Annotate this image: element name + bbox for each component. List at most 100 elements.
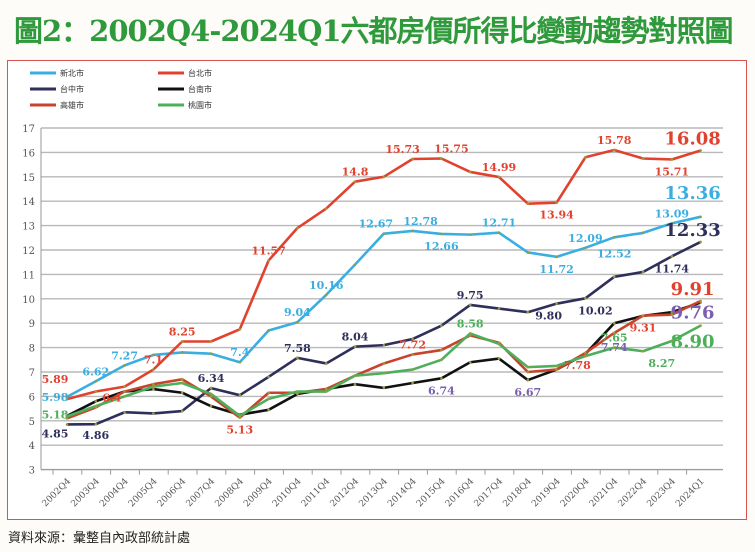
data-point (641, 314, 645, 317)
chart-frame: 3 4 5 6 7 8 9 10 11 12 13 14 15 16 17 2002Q4 2003Q4 2004Q… (7, 60, 747, 520)
data-point (65, 395, 69, 399)
data-point (152, 368, 155, 371)
data-point (152, 382, 155, 386)
data-point (382, 371, 386, 375)
data-point (238, 414, 242, 418)
data-point (65, 415, 69, 418)
data-label: 6.34 (198, 372, 225, 385)
y-tick-label: 15 (22, 173, 35, 184)
y-tick-label: 17 (22, 124, 35, 135)
data-label: 7.1 (144, 354, 163, 367)
data-label: 13.94 (539, 209, 574, 222)
data-point (65, 417, 69, 420)
x-tick-label: 2003Q4 (69, 476, 102, 509)
data-point (497, 307, 501, 310)
data-point (152, 412, 155, 415)
x-tick-label: 2014Q4 (386, 476, 419, 509)
x-tick-label: 2017Q4 (473, 476, 506, 509)
data-point (526, 365, 530, 369)
data-point (699, 299, 702, 303)
x-tick-label: 2004Q4 (98, 476, 131, 509)
data-point (94, 404, 98, 408)
y-tick-label: 4 (29, 441, 35, 452)
y-tick-label: 3 (29, 466, 35, 477)
data-point (209, 352, 213, 356)
data-point (526, 202, 530, 205)
data-point (238, 360, 242, 364)
data-point (382, 343, 386, 347)
data-point (641, 349, 645, 353)
data-label: 7.74 (601, 341, 628, 354)
series-1 (65, 148, 702, 401)
y-tick-label: 5 (29, 417, 35, 428)
data-label: 5.98 (42, 391, 69, 404)
data-point (382, 386, 386, 390)
y-tick-label: 13 (22, 222, 35, 233)
data-point (180, 391, 184, 395)
data-point (411, 229, 414, 233)
data-label: 5.13 (226, 424, 253, 437)
x-tick-label: 2011Q4 (300, 476, 333, 509)
data-point (209, 392, 213, 396)
data-point (94, 379, 98, 383)
data-point (670, 310, 674, 314)
data-point (123, 364, 126, 367)
data-label: 7.78 (564, 359, 591, 372)
data-label: 13.36 (664, 183, 720, 204)
data-label: 14.99 (482, 161, 516, 174)
y-tick-label: 6 (29, 392, 35, 403)
data-point (584, 297, 587, 300)
data-label: 12.78 (403, 215, 438, 228)
x-tick-label: 2016Q4 (444, 476, 477, 509)
data-point (353, 345, 357, 348)
data-point (296, 320, 299, 324)
data-label: 7.27 (111, 349, 138, 362)
legend-label: 台中市 (60, 84, 84, 94)
data-point (209, 340, 213, 343)
data-point (641, 231, 645, 235)
data-point (180, 409, 184, 413)
data-point (612, 148, 616, 152)
data-point (65, 423, 69, 426)
data-point (440, 348, 443, 352)
line-chart: 3 4 5 6 7 8 9 10 11 12 13 14 15 16 17 2002Q42003Q42004Q… (22, 68, 723, 509)
data-label: 8.25 (169, 326, 196, 339)
x-tick-label: 2009Q4 (242, 476, 275, 509)
legend-label: 新北市 (60, 68, 84, 78)
data-point (296, 390, 299, 393)
data-point (324, 390, 328, 393)
data-label: 8.58 (457, 317, 484, 330)
data-point (670, 158, 674, 161)
data-point (152, 385, 155, 388)
data-point (180, 351, 184, 354)
y-tick-label: 8 (29, 344, 35, 355)
data-point (526, 251, 530, 254)
data-point (353, 374, 357, 377)
data-point (180, 381, 184, 385)
legend-label: 桃園市 (188, 100, 212, 110)
data-point (555, 201, 558, 204)
data-point (497, 342, 501, 346)
data-point (411, 157, 414, 161)
data-point (267, 329, 270, 332)
data-label: 9.75 (457, 289, 484, 302)
data-point (123, 385, 126, 388)
x-tick-label: 2007Q4 (185, 476, 218, 509)
y-tick-label: 16 (22, 148, 35, 159)
data-point (324, 362, 328, 365)
series-5 (65, 324, 702, 418)
data-label: 6.67 (514, 386, 541, 399)
data-label: 12.71 (482, 217, 516, 230)
data-label: 4.85 (42, 427, 69, 440)
data-label: 14.8 (342, 166, 369, 179)
x-tick-label: 2022Q4 (617, 476, 650, 509)
data-point (94, 390, 98, 393)
data-point (238, 328, 242, 331)
data-point (94, 422, 98, 426)
data-point (411, 381, 414, 385)
series-2 (65, 240, 702, 426)
data-label: 9.04 (284, 306, 311, 319)
data-point (699, 215, 702, 219)
data-point (497, 357, 501, 360)
data-label: 11.74 (655, 262, 690, 275)
